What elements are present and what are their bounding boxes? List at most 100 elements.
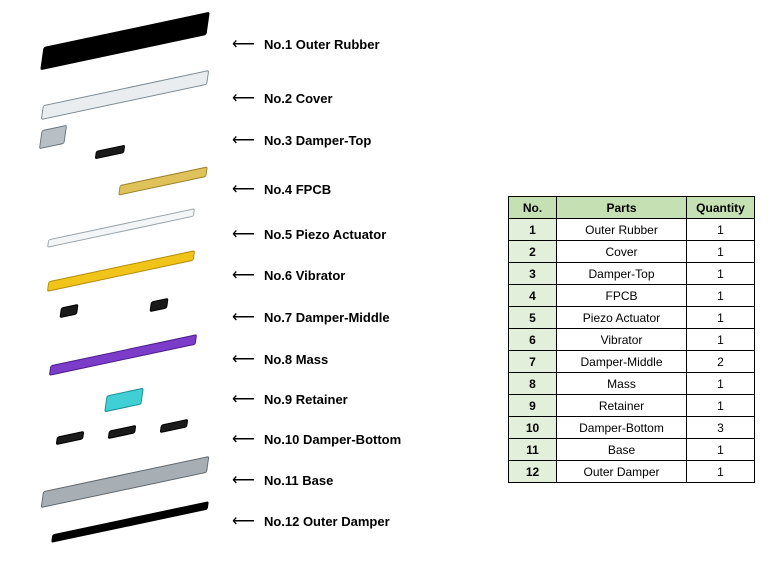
- cell-no: 2: [509, 241, 557, 263]
- label-row-9: ⟵ No.9 Retainer: [232, 389, 472, 409]
- cell-no: 11: [509, 439, 557, 461]
- arrow-icon: ⟵: [232, 349, 254, 369]
- arrow-icon: ⟵: [232, 511, 254, 531]
- part-vibrator: [47, 250, 195, 292]
- arrow-icon: ⟵: [232, 265, 254, 285]
- label-row-11: ⟵ No.11 Base: [232, 470, 472, 490]
- label-text: No.6 Vibrator: [264, 268, 345, 283]
- label-text: No.9 Retainer: [264, 392, 348, 407]
- table-row: 5Piezo Actuator1: [509, 307, 755, 329]
- cell-qty: 1: [687, 373, 755, 395]
- part-damper-mid-b: [149, 298, 168, 312]
- cell-qty: 1: [687, 241, 755, 263]
- part-outer-rubber: [40, 12, 210, 71]
- cell-no: 6: [509, 329, 557, 351]
- cell-parts: Mass: [557, 373, 687, 395]
- label-text: No.11 Base: [264, 473, 333, 488]
- part-piezo: [47, 208, 195, 248]
- th-parts: Parts: [557, 197, 687, 219]
- label-row-6: ⟵ No.6 Vibrator: [232, 265, 472, 285]
- part-damper-top-b: [95, 145, 126, 160]
- cell-parts: Vibrator: [557, 329, 687, 351]
- label-text: No.5 Piezo Actuator: [264, 227, 386, 242]
- cell-qty: 1: [687, 439, 755, 461]
- cell-parts: Retainer: [557, 395, 687, 417]
- label-text: No.8 Mass: [264, 352, 328, 367]
- table-row: 1Outer Rubber1: [509, 219, 755, 241]
- arrow-icon: ⟵: [232, 470, 254, 490]
- cell-no: 4: [509, 285, 557, 307]
- cell-parts: Damper-Bottom: [557, 417, 687, 439]
- cell-parts: Damper-Top: [557, 263, 687, 285]
- cell-qty: 1: [687, 329, 755, 351]
- label-text: No.10 Damper-Bottom: [264, 432, 401, 447]
- table-row: 8Mass1: [509, 373, 755, 395]
- parts-table: No. Parts Quantity 1Outer Rubber12Cover1…: [508, 196, 755, 483]
- cell-parts: Outer Rubber: [557, 219, 687, 241]
- exploded-diagram: [0, 0, 232, 575]
- arrow-icon: ⟵: [232, 429, 254, 449]
- cell-parts: Cover: [557, 241, 687, 263]
- label-row-7: ⟵ No.7 Damper-Middle: [232, 307, 472, 327]
- cell-parts: Outer Damper: [557, 461, 687, 483]
- part-retainer: [104, 388, 144, 413]
- cell-qty: 2: [687, 351, 755, 373]
- cell-no: 7: [509, 351, 557, 373]
- arrow-icon: ⟵: [232, 224, 254, 244]
- cell-parts: FPCB: [557, 285, 687, 307]
- part-cover: [41, 70, 209, 120]
- cell-parts: Damper-Middle: [557, 351, 687, 373]
- label-text: No.1 Outer Rubber: [264, 37, 380, 52]
- cell-no: 9: [509, 395, 557, 417]
- label-row-12: ⟵ No.12 Outer Damper: [232, 511, 472, 531]
- th-qty: Quantity: [687, 197, 755, 219]
- table-row: 6Vibrator1: [509, 329, 755, 351]
- label-text: No.3 Damper-Top: [264, 133, 371, 148]
- label-row-3: ⟵ No.3 Damper-Top: [232, 130, 472, 150]
- cell-parts: Base: [557, 439, 687, 461]
- part-fpcb: [118, 166, 208, 195]
- cell-qty: 3: [687, 417, 755, 439]
- label-text: No.7 Damper-Middle: [264, 310, 390, 325]
- arrow-icon: ⟵: [232, 307, 254, 327]
- part-base: [41, 456, 210, 508]
- table-header-row: No. Parts Quantity: [509, 197, 755, 219]
- part-mass: [49, 334, 197, 376]
- label-text: No.12 Outer Damper: [264, 514, 390, 529]
- table-row: 7Damper-Middle2: [509, 351, 755, 373]
- cell-no: 8: [509, 373, 557, 395]
- cell-no: 3: [509, 263, 557, 285]
- label-row-4: ⟵ No.4 FPCB: [232, 179, 472, 199]
- part-damper-bot-c: [160, 419, 189, 433]
- cell-no: 5: [509, 307, 557, 329]
- table-row: 12Outer Damper1: [509, 461, 755, 483]
- label-row-1: ⟵No.1 Outer Rubber: [232, 34, 472, 54]
- arrow-icon: ⟵: [232, 88, 254, 108]
- label-row-5: ⟵ No.5 Piezo Actuator: [232, 224, 472, 244]
- cell-no: 12: [509, 461, 557, 483]
- cell-no: 1: [509, 219, 557, 241]
- arrow-icon: ⟵: [232, 130, 254, 150]
- label-row-2: ⟵ No.2 Cover: [232, 88, 472, 108]
- table-row: 3Damper-Top1: [509, 263, 755, 285]
- label-text: No.2 Cover: [264, 91, 333, 106]
- cell-parts: Piezo Actuator: [557, 307, 687, 329]
- arrow-icon: ⟵: [232, 179, 254, 199]
- table-row: 4FPCB1: [509, 285, 755, 307]
- table-row: 11Base1: [509, 439, 755, 461]
- cell-qty: 1: [687, 219, 755, 241]
- cell-qty: 1: [687, 461, 755, 483]
- table-row: 10Damper-Bottom3: [509, 417, 755, 439]
- cell-qty: 1: [687, 285, 755, 307]
- label-text: No.4 FPCB: [264, 182, 331, 197]
- part-damper-top-a: [39, 125, 67, 149]
- parts-table-container: No. Parts Quantity 1Outer Rubber12Cover1…: [508, 196, 755, 483]
- table-row: 9Retainer1: [509, 395, 755, 417]
- part-damper-bot-a: [56, 431, 85, 445]
- cell-qty: 1: [687, 307, 755, 329]
- cell-qty: 1: [687, 395, 755, 417]
- part-damper-mid-a: [59, 304, 78, 318]
- arrow-icon: ⟵: [232, 389, 254, 409]
- th-no: No.: [509, 197, 557, 219]
- label-row-10: ⟵ No.10 Damper-Bottom: [232, 429, 472, 449]
